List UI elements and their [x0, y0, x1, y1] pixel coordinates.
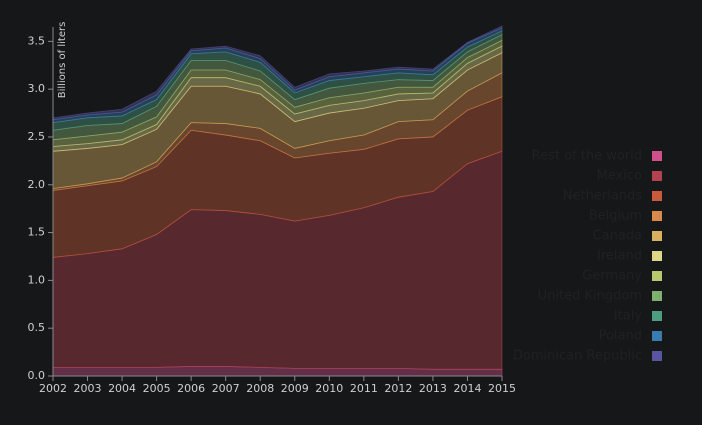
legend-swatch [652, 211, 662, 221]
y-tick-label: 3.5 [28, 34, 46, 47]
y-tick-label: 0.5 [28, 321, 46, 334]
legend-label: Canada [593, 229, 642, 244]
y-tick-label: 2.5 [28, 130, 46, 143]
x-tick-label: 2006 [177, 382, 205, 395]
y-tick-label: 0.0 [28, 369, 46, 382]
x-tick-label: 2010 [315, 382, 343, 395]
x-tick-label: 2007 [212, 382, 240, 395]
legend-label: Mexico [597, 169, 642, 184]
y-axis-title: Billions of liters [57, 22, 68, 99]
plot: Rest of the world Mexico Netherlands Belgiu… [28, 25, 662, 395]
legend-label: Germany [582, 269, 642, 284]
area [52, 25, 503, 121]
legend-swatch [652, 171, 662, 181]
x-tick-label: 2011 [350, 382, 378, 395]
x-tick-label: 2008 [246, 382, 274, 395]
legend-label: Netherlands [563, 189, 642, 204]
legend-swatch [652, 151, 662, 161]
y-tick-label: 2.0 [28, 178, 46, 191]
y-tick-label: 1.5 [28, 226, 46, 239]
x-tick-label: 2015 [488, 382, 516, 395]
x-tick-label: 2003 [74, 382, 102, 395]
legend-swatch [652, 311, 662, 321]
x-tick-label: 2002 [39, 382, 67, 395]
y-tick-label: 1.0 [28, 273, 46, 286]
legend-swatch [652, 351, 662, 361]
legend-swatch [652, 191, 662, 201]
legend-swatch [652, 271, 662, 281]
x-tick-label: 2014 [453, 382, 481, 395]
x-tick-label: 2012 [384, 382, 412, 395]
legend-swatch [652, 291, 662, 301]
legend-label: Belgium [589, 209, 642, 224]
x-tick-label: 2013 [419, 382, 447, 395]
legend-swatch [652, 231, 662, 241]
y-tick-label: 3.0 [28, 82, 46, 95]
legend-label: United Kingdom [538, 289, 642, 304]
x-tick-label: 2004 [108, 382, 136, 395]
legend-label: Ireland [597, 249, 642, 264]
legend-label: Rest of the world [532, 149, 642, 164]
x-tick-label: 2009 [281, 382, 309, 395]
legend-label: Poland [599, 329, 642, 344]
legend-label: Italy [614, 309, 643, 324]
legend-swatch [652, 331, 662, 341]
x-tick-label: 2005 [143, 382, 171, 395]
legend-swatch [652, 251, 662, 261]
legend-label: Dominican Republic [513, 349, 642, 364]
